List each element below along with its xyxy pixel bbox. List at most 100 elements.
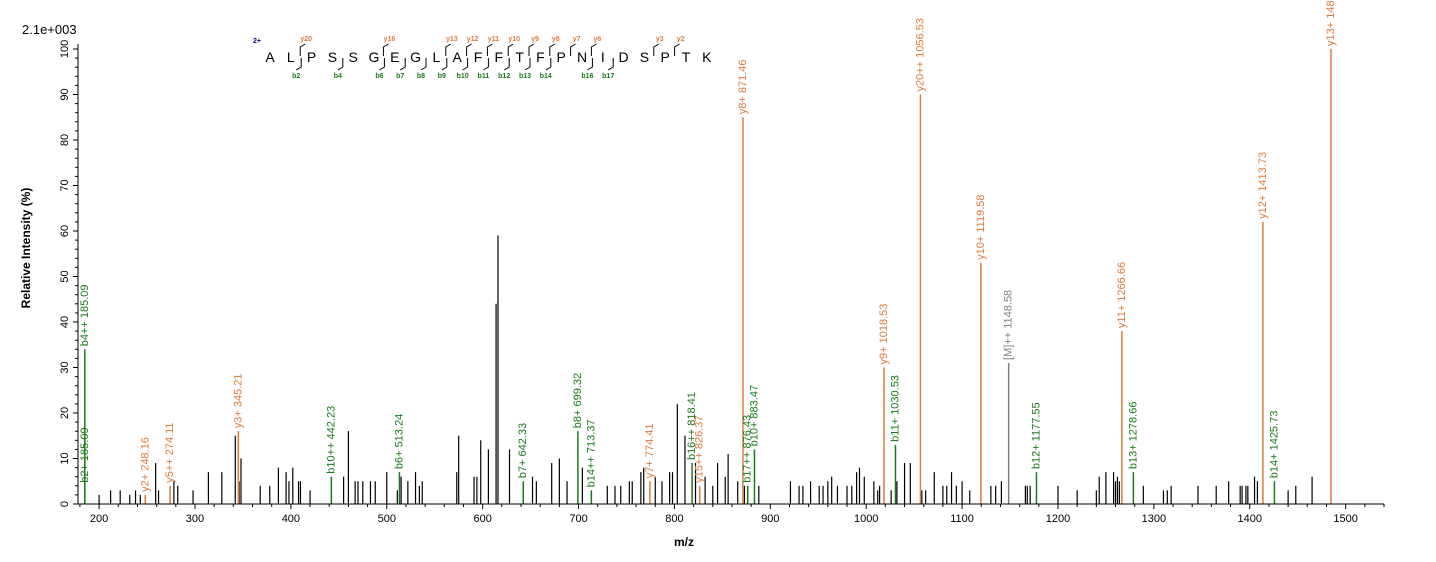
b-fragment-label: b10 xyxy=(457,73,469,80)
peptide-residue: P xyxy=(307,49,316,65)
x-tick-label: 300 xyxy=(186,513,204,525)
y-tick-label: 0 xyxy=(59,501,71,507)
intensity-scale-label: 2.1e+003 xyxy=(22,22,77,37)
peak-label: y8+ 871.46 xyxy=(737,60,749,115)
b-fragment-label: b7 xyxy=(396,73,404,80)
b-fragment-label: b16 xyxy=(581,73,593,80)
peak-label: y20++ 1056.53 xyxy=(914,18,926,91)
peak-label: b12+ 1177.55 xyxy=(1030,402,1042,469)
charge-state-label: 2+ xyxy=(253,38,261,45)
peak-label: y9+ 1018.53 xyxy=(878,304,890,365)
y-tick-label: 80 xyxy=(59,134,71,146)
peak-label: y7+ 774.41 xyxy=(644,424,656,479)
b-fragment-label: b11 xyxy=(478,73,490,80)
y-fragment-bracket xyxy=(382,43,389,56)
x-tick-label: 800 xyxy=(665,513,683,525)
peptide-residue: S xyxy=(640,49,649,65)
peak-label: b11+ 1030.53 xyxy=(889,375,901,442)
y-fragment-label: y11 xyxy=(488,36,499,43)
b-fragment-bracket xyxy=(462,58,469,71)
b-fragment-label: b17 xyxy=(602,73,614,80)
y-fragment-bracket xyxy=(445,43,452,56)
peptide-residue: L xyxy=(433,49,441,65)
x-tick-label: 600 xyxy=(473,513,491,525)
y-fragment-bracket xyxy=(674,43,680,56)
peptide-residue: P xyxy=(661,49,670,65)
y-tick-label: 100 xyxy=(59,40,71,58)
peak-label: b8+ 699.32 xyxy=(572,373,584,428)
x-axis-ticks: 200 300 400 500 600 700 800 900 1000 1100 1200 1300… xyxy=(79,504,1385,525)
peptide-residue: A xyxy=(265,49,275,65)
b-fragment-bracket xyxy=(587,58,593,71)
y-tick-label: 40 xyxy=(59,316,71,328)
b-fragment-bracket xyxy=(379,58,385,71)
peptide-residue: G xyxy=(369,49,380,65)
y-fragment-bracket xyxy=(528,43,535,56)
peptide-residue: L xyxy=(287,49,295,65)
peak-label: b16++ 818.41 xyxy=(686,392,698,460)
y-fragment-bracket xyxy=(590,43,597,56)
b-fragment-bracket xyxy=(399,58,406,71)
peptide-residue: I xyxy=(601,49,605,65)
axes xyxy=(77,44,1384,505)
peptide-residue: A xyxy=(453,49,463,65)
y-tick-label: 50 xyxy=(59,270,71,282)
y-fragment-label: y8 xyxy=(552,36,560,43)
y-axis-title: Relative Intensity (%) xyxy=(19,188,33,309)
peak-label: b14+ 1425.73 xyxy=(1268,411,1280,479)
y-axis-ticks: 0 10 20 30 40 50 60 70 80 90 100 xyxy=(59,40,78,507)
x-tick-label: 700 xyxy=(569,513,587,525)
peptide-residue: S xyxy=(349,49,358,65)
peak-label: b7+ 642.33 xyxy=(517,423,529,478)
peptide-residue: P xyxy=(557,49,566,65)
y-fragment-bracket xyxy=(653,43,660,56)
x-tick-label: 400 xyxy=(282,513,300,525)
peak-label: b13+ 1278.66 xyxy=(1127,402,1139,470)
b-fragment-bracket xyxy=(503,58,510,71)
peak-label: y12+ 1413.73 xyxy=(1257,152,1269,219)
y-tick-label: 90 xyxy=(59,88,71,100)
y-fragment-label: y6 xyxy=(594,36,602,43)
peptide-residue: D xyxy=(619,49,629,65)
peak-label: y15++ 826.37 xyxy=(694,416,706,483)
x-tick-label: 1300 xyxy=(1142,513,1166,525)
b-fragment-label: b13 xyxy=(519,73,531,80)
b-fragment-bracket xyxy=(607,58,614,71)
y-fragment-label: y20 xyxy=(300,36,312,43)
y-fragment-bracket xyxy=(486,43,493,56)
x-tick-label: 200 xyxy=(90,513,108,525)
y-fragment-label: y12 xyxy=(467,36,479,43)
x-tick-label: 1100 xyxy=(950,513,974,525)
y-tick-label: 60 xyxy=(59,225,71,237)
y-fragment-bracket xyxy=(466,43,472,56)
b-fragment-bracket xyxy=(337,58,344,71)
y-fragment-bracket xyxy=(507,43,514,56)
b-fragment-bracket xyxy=(483,58,489,71)
peak-label: [M]++ 1148.58 xyxy=(1003,290,1015,360)
peptide-residue: T xyxy=(682,49,691,65)
y-fragment-label: y7 xyxy=(573,36,581,43)
y-tick-label: 10 xyxy=(59,452,71,464)
x-tick-label: 1500 xyxy=(1333,513,1357,525)
y-fragment-label: y10 xyxy=(508,36,520,43)
peptide-residue: F xyxy=(536,49,545,65)
y-tick-label: 30 xyxy=(59,361,71,373)
b-fragment-label: b8 xyxy=(417,73,425,80)
peptide-residue: E xyxy=(390,49,399,65)
b-fragment-label: b9 xyxy=(438,73,446,80)
y-fragment-bracket xyxy=(299,43,306,56)
y-fragment-label: y13 xyxy=(446,36,458,43)
peak-label: y11+ 1266.66 xyxy=(1116,262,1128,328)
b-fragment-label: b12 xyxy=(498,73,510,80)
b-fragment-label: b6 xyxy=(375,73,383,80)
y-fragment-label: y9 xyxy=(531,36,539,43)
peptide-residue: K xyxy=(702,49,712,65)
peak-label: b14++ 713.37 xyxy=(585,419,597,487)
peak-label: b4++ 185.09 xyxy=(79,285,91,347)
x-tick-label: 500 xyxy=(378,513,396,525)
y-fragment-bracket xyxy=(549,43,556,56)
peptide-residue: F xyxy=(474,49,483,65)
peptide-residue: S xyxy=(328,49,337,65)
